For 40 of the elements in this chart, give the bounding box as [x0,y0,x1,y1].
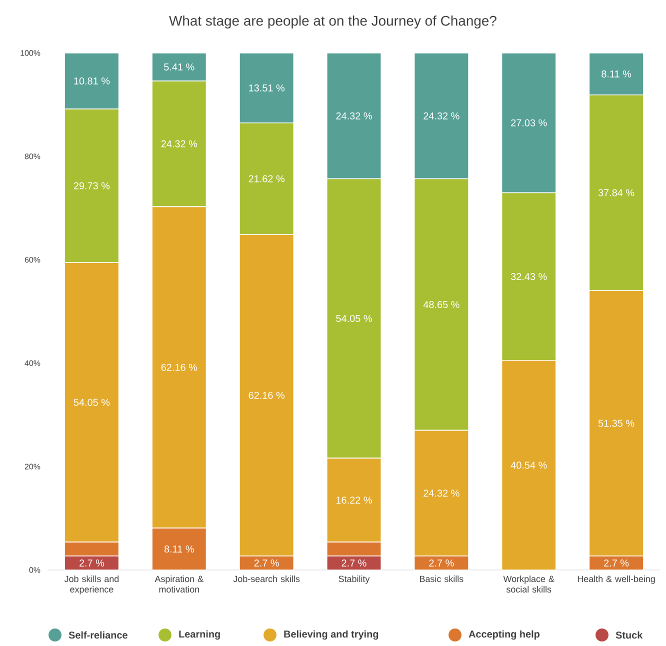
x-tick-label: Workplace & social skills [503,576,554,593]
data-label: 32.43 % [510,273,547,280]
x-tick-label: Job skills and experience [64,576,119,594]
data-label: 8.11 % [602,70,632,78]
data-label: 2.7 % [79,560,104,567]
data-label: 37.84 % [598,189,634,196]
data-label: 24.32 % [161,140,198,148]
data-label: 29.73 % [74,182,110,190]
data-label: 13.51 % [249,84,285,92]
data-label: 2.7 % [342,560,366,567]
data-label: 21.62 % [248,175,285,182]
x-tick-label: Basic skills [420,576,464,582]
x-tick-label: Stability [338,576,370,584]
data-label: 8.11 % [164,545,194,553]
data-label: 24.32 % [424,490,460,497]
data-label: 40.54 % [510,462,547,469]
data-label: 5.41 % [164,63,194,70]
data-label: 54.05 % [74,398,110,406]
legend-label: Believing and trying [284,630,378,640]
data-label: 24.32 % [424,112,460,120]
data-label: 16.22 % [336,496,372,504]
legend-label: Accepting help [468,630,540,640]
data-label: 51.35 % [598,420,634,427]
data-label: 2.7 % [604,560,629,567]
x-tick-label: Job-search skills [233,576,300,582]
data-label: 10.81 % [74,77,110,84]
legend-label: Stuck [616,631,643,639]
data-label: 27.03 % [511,119,547,126]
data-label: 62.16 % [161,364,198,371]
x-tick-label: Health & well-being [578,576,655,584]
data-label: 24.32 % [336,112,372,120]
data-label: 2.7 % [254,560,279,567]
data-label: 62.16 % [248,392,285,399]
chart-title: What stage are people at on the Journey of Change? [169,15,496,28]
data-label: 54.05 % [336,314,372,322]
legend-label: Self-reliance [68,631,128,639]
x-tick-label: Aspiration & motivation [154,576,204,593]
legend-label: Learning [179,630,220,640]
data-label: 2.7 % [429,560,454,567]
data-label: 48.65 % [423,301,460,308]
